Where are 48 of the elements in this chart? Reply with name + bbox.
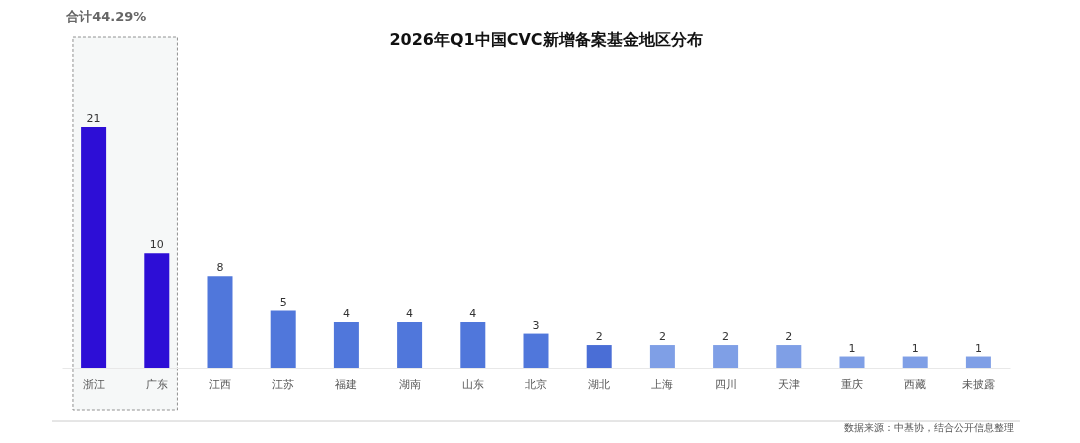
bar xyxy=(965,356,991,368)
data-label: 4 xyxy=(342,307,350,321)
data-label: 21 xyxy=(86,112,101,125)
bar xyxy=(649,345,675,368)
x-tick-label: 西藏 xyxy=(904,377,927,391)
bar xyxy=(776,345,802,368)
x-tick-label: 浙江 xyxy=(82,377,105,391)
band-label: 合计44.29% xyxy=(65,9,147,24)
data-label: 1 xyxy=(974,341,982,355)
data-label: 5 xyxy=(279,295,287,309)
x-tick-label: 上海 xyxy=(651,377,674,391)
bar xyxy=(81,127,107,368)
data-label: 4 xyxy=(469,307,477,321)
bar xyxy=(270,310,296,368)
bar xyxy=(333,322,359,368)
data-label: 8 xyxy=(216,261,224,275)
bar xyxy=(523,333,549,368)
data-label: 2 xyxy=(595,330,603,344)
bar xyxy=(144,253,170,368)
x-tick-label: 湖南 xyxy=(398,377,421,391)
bar xyxy=(713,345,739,368)
bar xyxy=(397,322,423,368)
x-tick-label: 江西 xyxy=(209,377,231,391)
x-tick-label: 福建 xyxy=(335,377,358,391)
x-tick-label: 江苏 xyxy=(272,377,295,391)
data-label: 2 xyxy=(785,330,793,344)
bar xyxy=(460,322,486,368)
data-label: 2 xyxy=(658,330,666,344)
x-tick-label: 天津 xyxy=(777,377,800,391)
x-tick-label: 山东 xyxy=(461,377,484,391)
chart-title: 2026年Q1中国CVC新增备案基金地区分布 xyxy=(389,30,703,49)
data-label: 1 xyxy=(911,341,919,355)
data-label: 1 xyxy=(848,341,856,355)
bar xyxy=(902,356,928,368)
bar xyxy=(207,276,233,368)
x-tick-label: 湖北 xyxy=(588,377,611,391)
x-tick-label: 未披露 xyxy=(961,377,995,391)
bar xyxy=(839,356,865,368)
x-tick-label: 北京 xyxy=(525,377,547,391)
x-tick-label: 四川 xyxy=(714,377,737,391)
x-tick-label: 重庆 xyxy=(841,377,863,391)
bar xyxy=(586,345,612,368)
data-label: 2 xyxy=(722,330,730,344)
data-label: 4 xyxy=(406,307,414,321)
data-label: 3 xyxy=(532,318,540,332)
x-tick-label: 广东 xyxy=(145,377,168,391)
source-note: 数据来源：中基协，结合公开信息整理 xyxy=(844,422,1014,433)
data-label: 10 xyxy=(149,238,164,252)
